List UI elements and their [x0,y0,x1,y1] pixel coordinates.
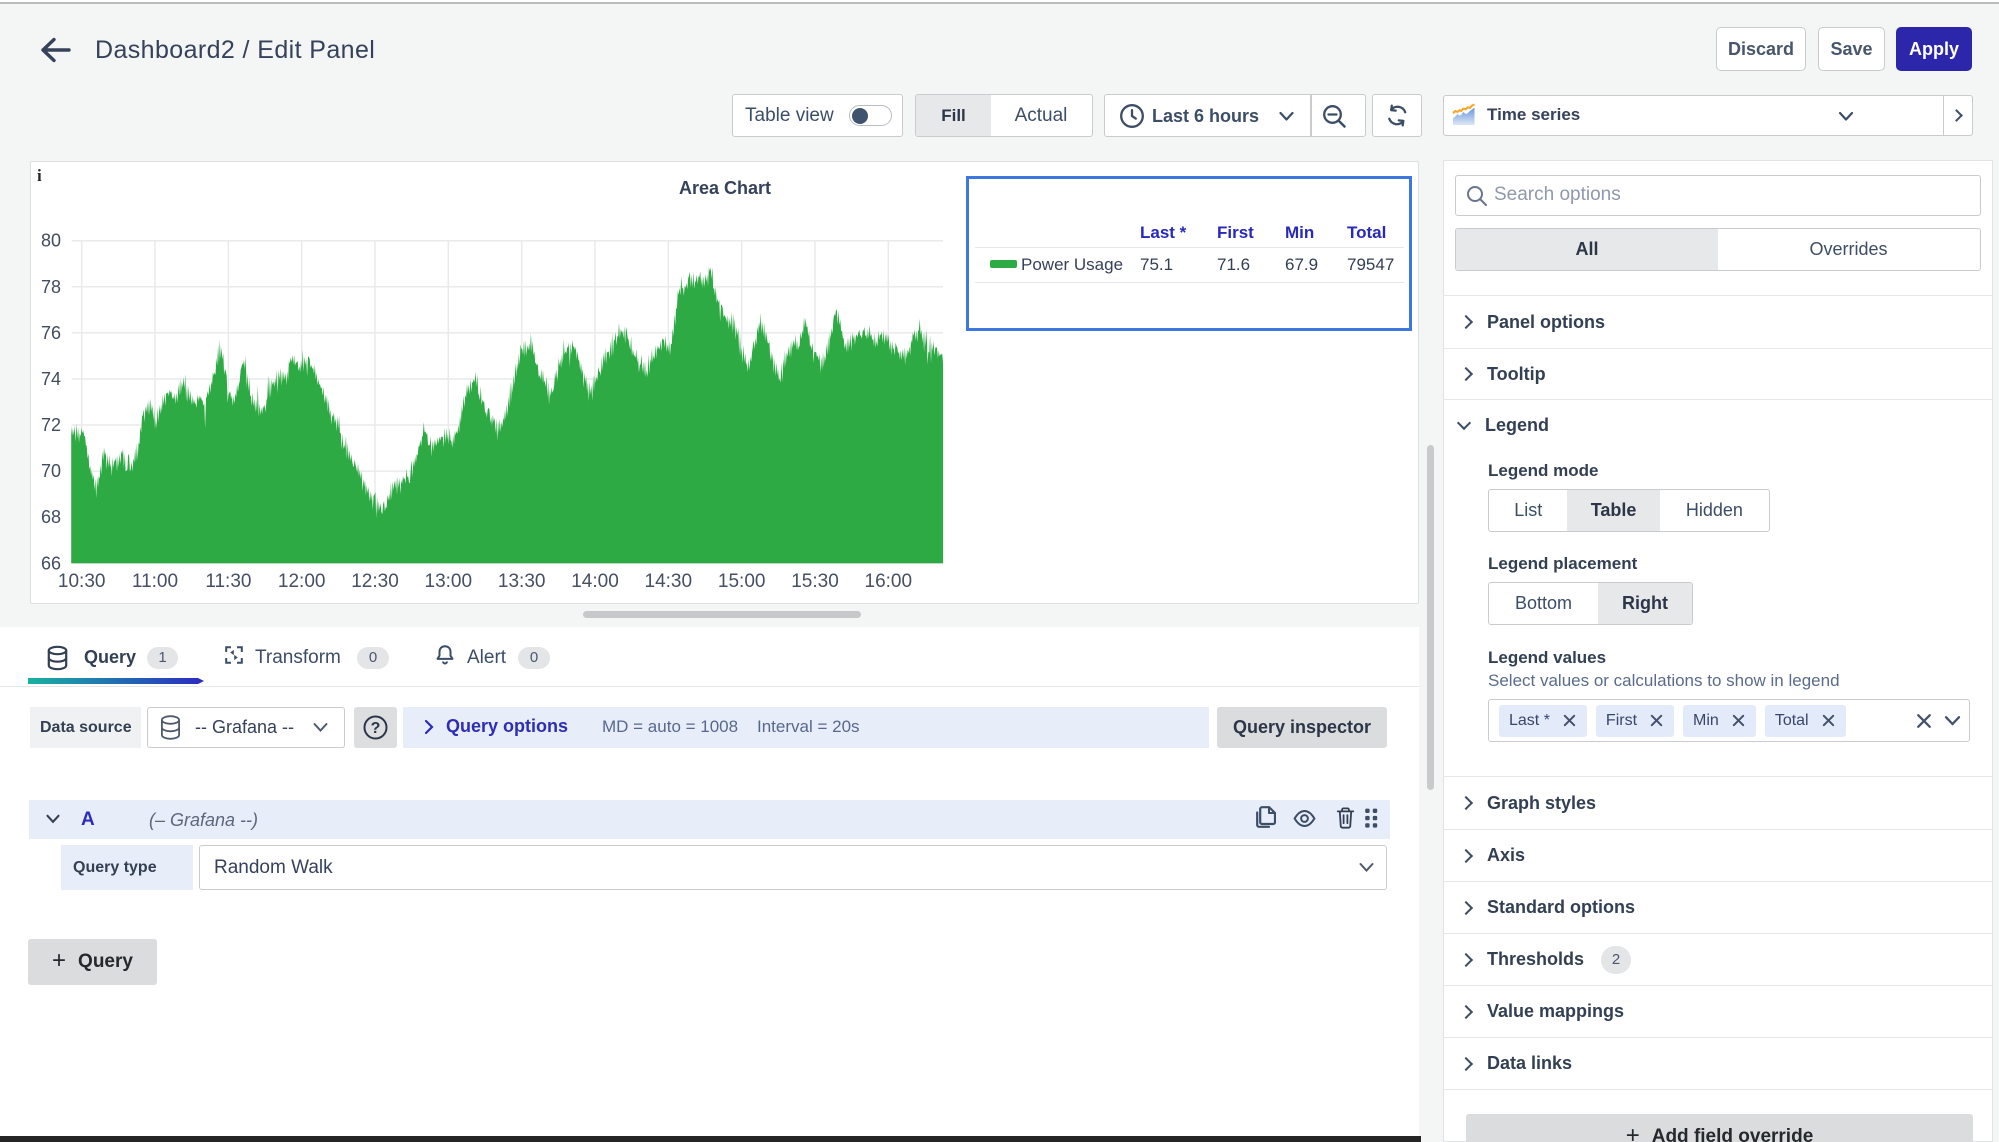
svg-text:16:00: 16:00 [865,571,913,592]
svg-text:70: 70 [41,461,61,481]
svg-text:15:30: 15:30 [791,571,839,592]
svg-text:15:00: 15:00 [718,571,766,592]
svg-text:72: 72 [41,415,61,435]
svg-text:80: 80 [41,231,61,251]
svg-text:?: ? [371,720,381,737]
svg-text:12:30: 12:30 [351,571,399,592]
svg-text:13:30: 13:30 [498,571,546,592]
svg-text:14:00: 14:00 [571,571,619,592]
svg-text:76: 76 [41,323,61,343]
svg-text:74: 74 [41,369,61,389]
svg-text:68: 68 [41,507,61,527]
svg-text:66: 66 [41,553,61,573]
svg-text:11:30: 11:30 [205,571,251,592]
svg-text:13:00: 13:00 [425,571,473,592]
svg-text:11:00: 11:00 [132,571,178,592]
svg-text:78: 78 [41,277,61,297]
svg-text:12:00: 12:00 [278,571,326,592]
svg-text:14:30: 14:30 [645,571,693,592]
svg-text:10:30: 10:30 [58,571,106,592]
